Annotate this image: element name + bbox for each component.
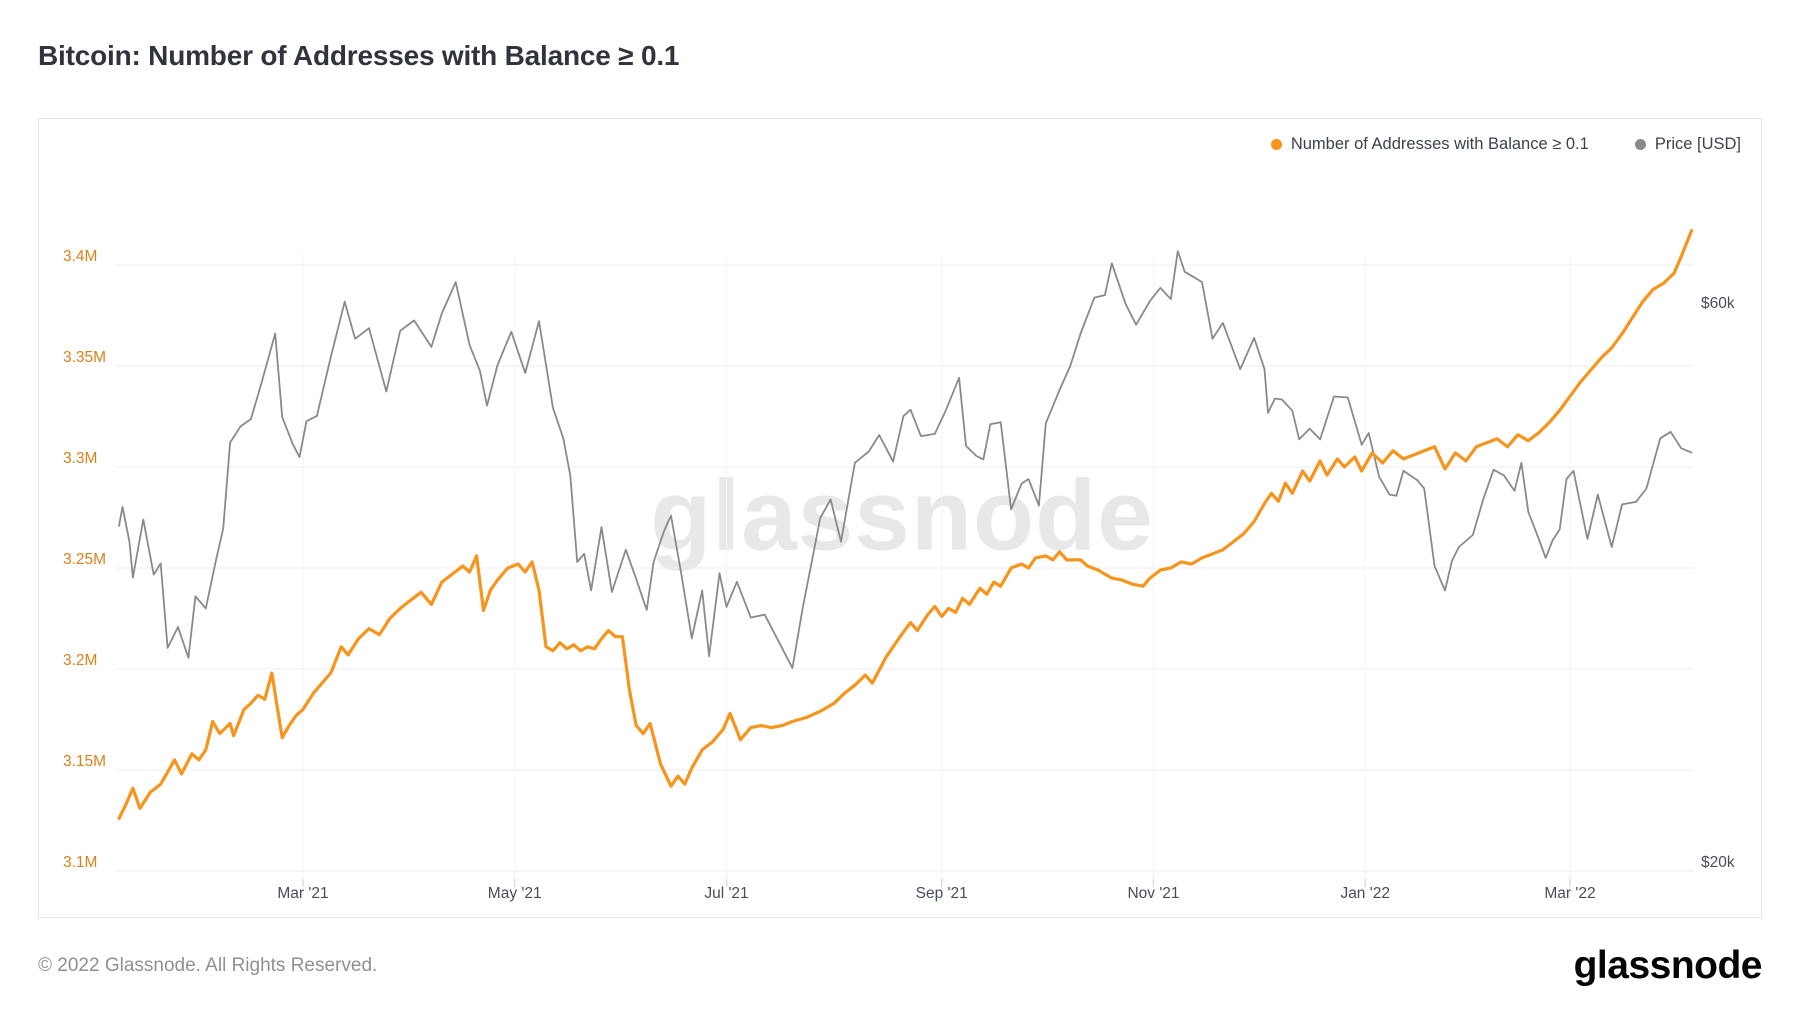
x-tick-label: Nov '21 bbox=[1127, 885, 1179, 902]
x-tick-label: Sep '21 bbox=[916, 885, 968, 902]
legend-item-price[interactable]: Price [USD] bbox=[1634, 135, 1741, 154]
chart-card: Number of Addresses with Balance ≥ 0.1 P… bbox=[38, 118, 1762, 918]
left-axis-label: 3.3M bbox=[63, 450, 97, 467]
left-axis-label: 3.2M bbox=[63, 652, 97, 669]
price-line[interactable] bbox=[118, 250, 1693, 669]
addresses-series-dot-icon bbox=[1270, 139, 1282, 150]
left-axis-label: 3.1M bbox=[63, 854, 97, 871]
glassnode-watermark: glassnode bbox=[650, 459, 1154, 572]
page-title: Bitcoin: Number of Addresses with Balanc… bbox=[38, 40, 680, 71]
x-tick-label: Mar '21 bbox=[277, 885, 328, 902]
copyright-text: © 2022 Glassnode. All Rights Reserved. bbox=[38, 954, 378, 976]
legend-label-addresses: Number of Addresses with Balance ≥ 0.1 bbox=[1290, 135, 1589, 153]
chart-canvas[interactable]: Mar '21 May '21 Jul '21 Sep '21 Nov '21 Jan '… bbox=[39, 119, 1763, 919]
glassnode-logo: glassnode bbox=[1573, 943, 1763, 987]
left-axis-label: 3.4M bbox=[63, 248, 97, 265]
chart-legend: Number of Addresses with Balance ≥ 0.1 P… bbox=[1270, 135, 1741, 154]
right-axis-label: $20k bbox=[1701, 854, 1735, 871]
right-axis-label: $60k bbox=[1701, 295, 1735, 312]
left-axis-label: 3.15M bbox=[63, 753, 106, 770]
legend-label-price: Price [USD] bbox=[1654, 135, 1741, 153]
addresses-line[interactable] bbox=[117, 229, 1694, 821]
left-axis-label: 3.35M bbox=[63, 349, 106, 366]
x-tick-label: Jul '21 bbox=[704, 885, 748, 902]
page-footer: © 2022 Glassnode. All Rights Reserved. g… bbox=[38, 918, 1763, 1013]
price-series-dot-icon bbox=[1634, 139, 1646, 150]
x-tick-label: Mar '22 bbox=[1544, 885, 1595, 902]
left-axis-label: 3.25M bbox=[63, 551, 106, 568]
x-tick-label: May '21 bbox=[488, 885, 542, 902]
x-tick-label: Jan '22 bbox=[1340, 885, 1390, 902]
legend-item-addresses[interactable]: Number of Addresses with Balance ≥ 0.1 bbox=[1270, 135, 1589, 154]
